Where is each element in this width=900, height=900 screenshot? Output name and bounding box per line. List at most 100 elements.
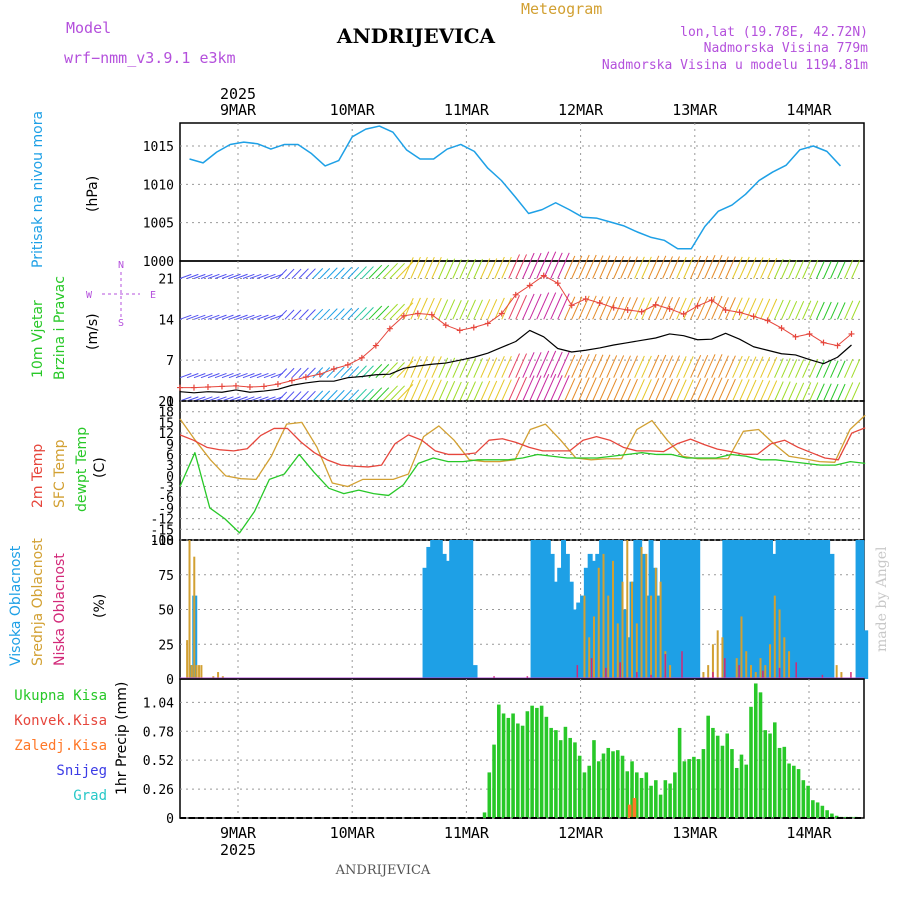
wind-barb	[823, 260, 832, 279]
precip-bar	[506, 717, 511, 818]
wind-barb	[746, 356, 757, 378]
cloud-high-bar	[821, 540, 827, 679]
wind-barb	[739, 379, 750, 402]
precip-bar	[596, 761, 601, 818]
wind-barb	[487, 380, 498, 402]
wind-barb	[431, 356, 442, 378]
elevation-label: Nadmorska Visina 779m	[704, 41, 869, 56]
wind-barb	[564, 354, 576, 378]
wind-barb	[683, 297, 694, 320]
cloud-low-bar	[712, 672, 714, 679]
temp-unit: (C)	[92, 457, 108, 478]
wind-barb	[648, 255, 660, 279]
wind-barb	[214, 314, 227, 320]
bottom-date-label: 11MAR	[444, 824, 490, 842]
wind-barb	[501, 379, 512, 402]
wind-barb	[732, 256, 743, 279]
wind-barb	[389, 362, 405, 379]
temp-tick-label: -15	[151, 523, 174, 538]
wind-barb	[340, 389, 353, 402]
wind-barb	[536, 292, 550, 320]
wind-barb	[480, 258, 491, 279]
wind-barb	[648, 354, 660, 378]
cloud-high-bar	[618, 540, 624, 679]
cloud-high-bar	[675, 540, 681, 679]
wind-barb	[466, 357, 476, 378]
wind-barb	[480, 299, 491, 320]
temp-tick-label: 21	[158, 395, 174, 410]
cloud-mid-bar	[602, 553, 605, 679]
bottom-date-label: 13MAR	[672, 824, 718, 842]
cloud-high-bar	[813, 540, 819, 679]
wind-barb	[802, 300, 812, 320]
cloud-mid-bar	[616, 623, 619, 679]
wind-barb	[795, 359, 805, 378]
wind-ylabel-2: Brzina i Pravac	[52, 276, 68, 380]
wind-barb	[655, 354, 667, 378]
wind-barb	[781, 299, 791, 320]
temp-tick-label: 9	[166, 438, 174, 453]
wind-barb	[277, 269, 288, 279]
cloud-high-bar	[829, 553, 835, 679]
cloud-high-bar	[768, 540, 774, 679]
pressure-line	[189, 125, 842, 250]
wind-barb	[249, 373, 262, 379]
temp-2m-line	[179, 427, 866, 468]
wind-barb	[564, 296, 576, 320]
wind-barb	[725, 297, 736, 320]
cloud-mid-bar	[592, 616, 595, 679]
cloud-mid-bar	[759, 658, 762, 679]
wind-barb	[669, 355, 680, 378]
cloud-mid-bar	[635, 623, 638, 679]
cloud-high-bar	[640, 553, 646, 679]
wind-barb	[592, 377, 604, 402]
pressure-tick-label: 1005	[143, 217, 174, 232]
wind-barb	[669, 378, 680, 402]
wind-barb	[760, 298, 771, 320]
precip-bar	[587, 765, 592, 818]
cloud-high-bar	[825, 540, 831, 679]
wind-barb	[816, 260, 825, 279]
precip-bar	[482, 812, 487, 818]
cloud-high-bar	[691, 540, 697, 679]
wind-barb	[347, 366, 360, 379]
wind-barb	[536, 251, 550, 279]
cloud-high-bar	[561, 540, 567, 679]
precip-bar	[492, 744, 496, 818]
wind-barb	[368, 264, 383, 279]
wind-barb	[662, 256, 673, 279]
cloud-mid-bar	[650, 595, 653, 679]
wind-barb	[438, 299, 449, 320]
precip-bar	[654, 780, 658, 818]
wind-barb	[837, 383, 846, 402]
wind-barb	[389, 262, 405, 279]
wind-barb	[375, 264, 390, 279]
wind-barb	[445, 299, 456, 320]
wind-barb	[739, 297, 750, 320]
wind-barb	[697, 354, 709, 378]
top-date-label: 14MAR	[786, 101, 832, 119]
wind-barb	[711, 254, 723, 279]
cloud-mid-bar	[195, 665, 198, 679]
precip-bar	[730, 749, 734, 818]
wind-barb	[690, 378, 702, 402]
wind-barb	[522, 375, 535, 402]
pressure-tick-label: 1015	[143, 140, 174, 155]
top-date-label: 10MAR	[330, 101, 376, 119]
temp-tick-label: 12	[158, 427, 174, 442]
wind-barb	[564, 378, 576, 402]
precip-bar	[525, 711, 530, 818]
cloud-mid-bar	[186, 640, 189, 679]
cloud-high-bar	[790, 540, 796, 679]
wind-barb	[690, 354, 702, 378]
cloud-high-bar	[667, 540, 673, 679]
wind-barb	[242, 373, 255, 379]
cloud-high-bar	[433, 540, 439, 679]
precip-bar	[663, 780, 668, 818]
wind-barb	[718, 378, 729, 402]
precip-bar	[549, 727, 553, 818]
bottom-date-label: 14MAR	[786, 824, 832, 842]
wind-barb	[809, 259, 819, 279]
wind-barb	[627, 378, 638, 402]
